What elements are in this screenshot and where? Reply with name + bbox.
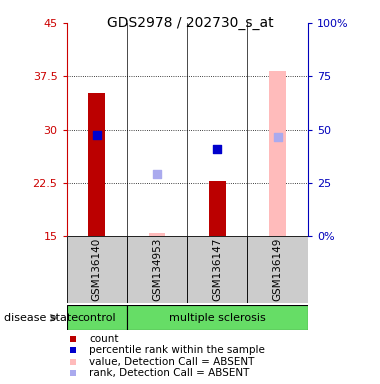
Bar: [247, 236, 308, 303]
Text: GSM136140: GSM136140: [92, 238, 102, 301]
Bar: [88, 93, 105, 236]
Text: control: control: [78, 313, 116, 323]
Point: [275, 134, 281, 140]
Text: GSM136149: GSM136149: [272, 238, 283, 301]
Text: GSM134953: GSM134953: [152, 238, 162, 301]
Bar: [187, 236, 247, 303]
Bar: [127, 236, 187, 303]
Bar: [66, 236, 127, 303]
Text: rank, Detection Call = ABSENT: rank, Detection Call = ABSENT: [89, 368, 250, 378]
Point: [93, 131, 100, 137]
Bar: [269, 71, 286, 236]
Bar: [127, 305, 308, 330]
Text: GSM136147: GSM136147: [212, 238, 222, 301]
Bar: [149, 233, 165, 236]
Bar: [66, 305, 127, 330]
Point: [154, 170, 160, 177]
Text: multiple sclerosis: multiple sclerosis: [169, 313, 266, 323]
Point: [214, 146, 220, 152]
Text: count: count: [89, 334, 119, 344]
Text: GDS2978 / 202730_s_at: GDS2978 / 202730_s_at: [107, 16, 273, 30]
Bar: [209, 182, 226, 236]
Text: disease state: disease state: [4, 313, 78, 323]
Text: value, Detection Call = ABSENT: value, Detection Call = ABSENT: [89, 357, 255, 367]
Text: percentile rank within the sample: percentile rank within the sample: [89, 345, 265, 355]
